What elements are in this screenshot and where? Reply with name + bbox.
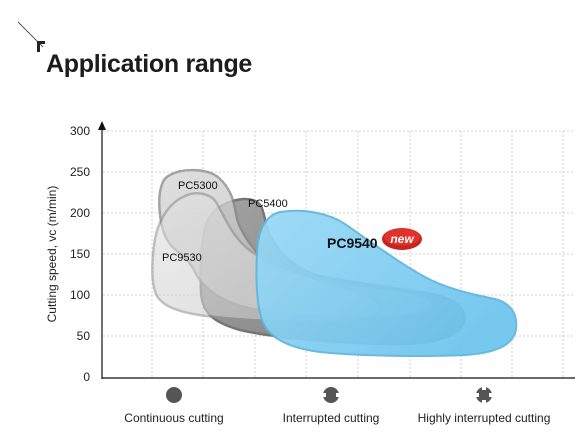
series-label-pc9530: PC9530	[162, 252, 202, 264]
x-category-label-continuous: Continuous cutting	[124, 411, 223, 425]
series-label-pc9540: PC9540	[327, 235, 378, 251]
y-tick-label: 100	[70, 288, 90, 302]
y-tick-label: 300	[70, 124, 90, 138]
x-category-label-interrupted: Interrupted cutting	[283, 411, 380, 425]
series-label-pc5400: PC5400	[248, 198, 288, 210]
new-badge-text: new	[390, 232, 414, 246]
x-category-label-highly-interrupted: Highly interrupted cutting	[418, 411, 551, 425]
y-tick-label: 250	[70, 165, 90, 179]
series-label-pc5300: PC5300	[178, 180, 218, 192]
y-tick-label: 150	[70, 247, 90, 261]
corner-bracket	[37, 41, 45, 52]
y-axis-label: Cutting speed, vc (m/min)	[45, 186, 59, 323]
y-tick-label: 0	[83, 370, 90, 384]
highly-interrupted-cutting-icon	[473, 384, 495, 406]
y-tick-label: 200	[70, 206, 90, 220]
y-axis-arrow	[98, 121, 106, 130]
interrupted-cutting-icon	[320, 387, 342, 403]
continuous-cutting-icon	[166, 387, 182, 403]
y-axis-ticks: 0 50 100 150 200 250 300	[70, 124, 90, 384]
series-region-pc9540	[255, 209, 518, 357]
y-tick-label: 50	[77, 329, 91, 343]
new-badge: new	[382, 228, 422, 250]
page-title: Application range	[46, 50, 253, 78]
